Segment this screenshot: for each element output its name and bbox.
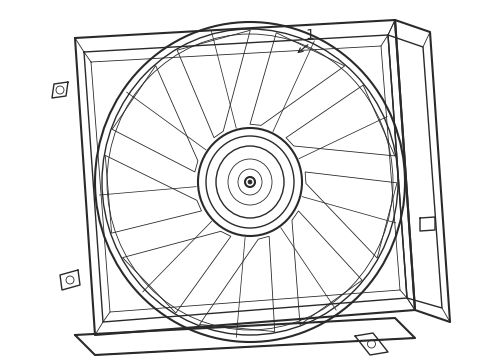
- Text: 1: 1: [305, 28, 314, 42]
- Ellipse shape: [247, 180, 251, 184]
